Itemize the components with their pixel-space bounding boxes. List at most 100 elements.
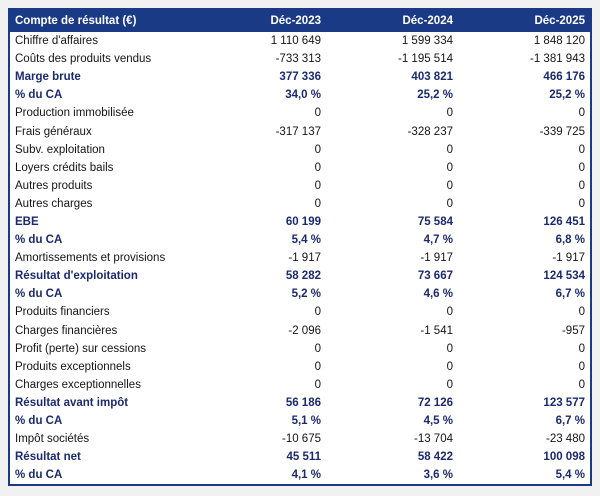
row-value: -317 137 [275, 125, 321, 138]
table-body: Chiffre d'affaires 1 110 649 1 599 334 1 84… [10, 32, 590, 485]
table-row: Production immobilisée 0 0 0 [10, 104, 590, 123]
row-label: Profit (perte) sur cessions [15, 342, 147, 355]
row-value: 0 [446, 107, 453, 120]
row-value: 377 336 [279, 71, 321, 84]
row-value: 0 [314, 197, 321, 210]
row-value: 6,7 % [555, 415, 585, 428]
row-value: 0 [446, 360, 453, 373]
row-value: 4,6 % [423, 288, 453, 301]
row-label: Résultat net [15, 451, 81, 464]
row-label: Impôt sociétés [15, 433, 90, 446]
table-row: Impôt sociétés -10 675 -13 704 -23 480 [10, 430, 590, 449]
row-label: % du CA [15, 89, 63, 102]
column-header-dec-2023: Déc-2023 [270, 15, 321, 27]
row-value: 1 599 334 [401, 35, 453, 48]
row-value: -23 480 [545, 433, 585, 446]
row-value: -1 195 514 [398, 53, 453, 66]
row-value: -13 704 [413, 433, 453, 446]
row-label: Chiffre d'affaires [15, 35, 98, 48]
table-row: Résultat d'exploitation 58 282 73 667 124 5… [10, 267, 590, 286]
row-value: -733 313 [275, 53, 321, 66]
row-value: 5,4 % [291, 234, 321, 247]
row-value: 403 821 [411, 71, 453, 84]
row-label: Production immobilisée [15, 107, 134, 120]
row-value: 466 176 [543, 71, 585, 84]
table-row: Charges exceptionnelles 0 0 0 [10, 375, 590, 394]
row-value: 3,6 % [423, 469, 453, 482]
table-row: Résultat avant impôt 56 186 72 126 123 577 [10, 393, 590, 412]
row-value: 0 [578, 161, 585, 174]
row-value: 0 [578, 107, 585, 120]
row-value: 0 [314, 378, 321, 391]
row-label: Autres produits [15, 179, 93, 192]
row-value: 0 [446, 378, 453, 391]
row-value: 0 [446, 143, 453, 156]
row-label: Résultat avant impôt [15, 396, 129, 409]
row-value: 0 [314, 360, 321, 373]
row-label: EBE [15, 215, 39, 228]
row-value: -328 237 [407, 125, 453, 138]
row-label: Subv. exploitation [15, 143, 105, 156]
row-value: 60 199 [285, 215, 321, 228]
table-row: Loyers crédits bails 0 0 0 [10, 158, 590, 177]
table-row: Produits exceptionnels 0 0 0 [10, 357, 590, 376]
row-value: 1 110 649 [270, 35, 321, 48]
income-statement-table: Compte de résultat (€) Déc-2023 Déc-2024… [8, 8, 592, 487]
row-value: 4,7 % [423, 234, 453, 247]
row-label: Charges exceptionnelles [15, 378, 141, 391]
row-value: 0 [446, 197, 453, 210]
row-value: 34,0 % [285, 89, 321, 102]
row-label: Frais généraux [15, 125, 92, 138]
row-value: 0 [446, 161, 453, 174]
row-value: -339 725 [539, 125, 585, 138]
row-value: 1 848 120 [533, 35, 585, 48]
row-label: Amortissements et provisions [15, 252, 166, 265]
row-value: 75 584 [417, 215, 453, 228]
row-value: 58 422 [417, 451, 453, 464]
row-value: 0 [446, 342, 453, 355]
table-row: % du CA 5,2 % 4,6 % 6,7 % [10, 285, 590, 304]
table-row: Marge brute 377 336 403 821 466 176 [10, 68, 590, 87]
row-value: 0 [446, 179, 453, 192]
row-value: 25,2 % [549, 89, 585, 102]
table-row: Produits financiers 0 0 0 [10, 303, 590, 322]
row-value: 0 [314, 179, 321, 192]
row-value: 0 [578, 143, 585, 156]
row-value: -1 381 943 [530, 53, 585, 66]
row-value: 123 577 [543, 396, 585, 409]
row-value: -10 675 [281, 433, 321, 446]
row-label: Résultat d'exploitation [15, 270, 138, 283]
row-value: 0 [314, 342, 321, 355]
table-row: Charges financières -2 096 -1 541 -957 [10, 321, 590, 340]
row-value: 0 [578, 179, 585, 192]
column-header-dec-2025: Déc-2025 [534, 15, 585, 27]
row-value: -957 [561, 324, 585, 337]
table-row: % du CA 34,0 % 25,2 % 25,2 % [10, 86, 590, 105]
row-label: Coûts des produits vendus [15, 53, 152, 66]
row-value: 0 [578, 306, 585, 319]
table-row: Amortissements et provisions -1 917 -1 917… [10, 249, 590, 268]
row-value: 73 667 [417, 270, 453, 283]
row-value: 5,2 % [291, 288, 321, 301]
row-value: 0 [314, 143, 321, 156]
row-label: Produits financiers [15, 306, 110, 319]
row-value: 72 126 [417, 396, 453, 409]
row-value: -1 917 [420, 252, 453, 265]
row-value: 5,4 % [555, 469, 585, 482]
row-value: 0 [578, 197, 585, 210]
row-value: 25,2 % [417, 89, 453, 102]
row-value: 56 186 [285, 396, 321, 409]
table-row: % du CA 5,4 % 4,7 % 6,8 % [10, 231, 590, 250]
row-value: 6,8 % [555, 234, 585, 247]
table-row: Coûts des produits vendus -733 313 -1 195 … [10, 50, 590, 69]
row-value: 58 282 [285, 270, 321, 283]
row-value: 0 [314, 306, 321, 319]
row-label: % du CA [15, 415, 63, 428]
row-label: Loyers crédits bails [15, 161, 114, 174]
table-row: Chiffre d'affaires 1 110 649 1 599 334 1 84… [10, 32, 590, 51]
row-label: % du CA [15, 234, 63, 247]
row-value: -2 096 [288, 324, 321, 337]
row-value: 0 [578, 342, 585, 355]
row-value: 5,1 % [291, 415, 321, 428]
row-value: 0 [578, 360, 585, 373]
